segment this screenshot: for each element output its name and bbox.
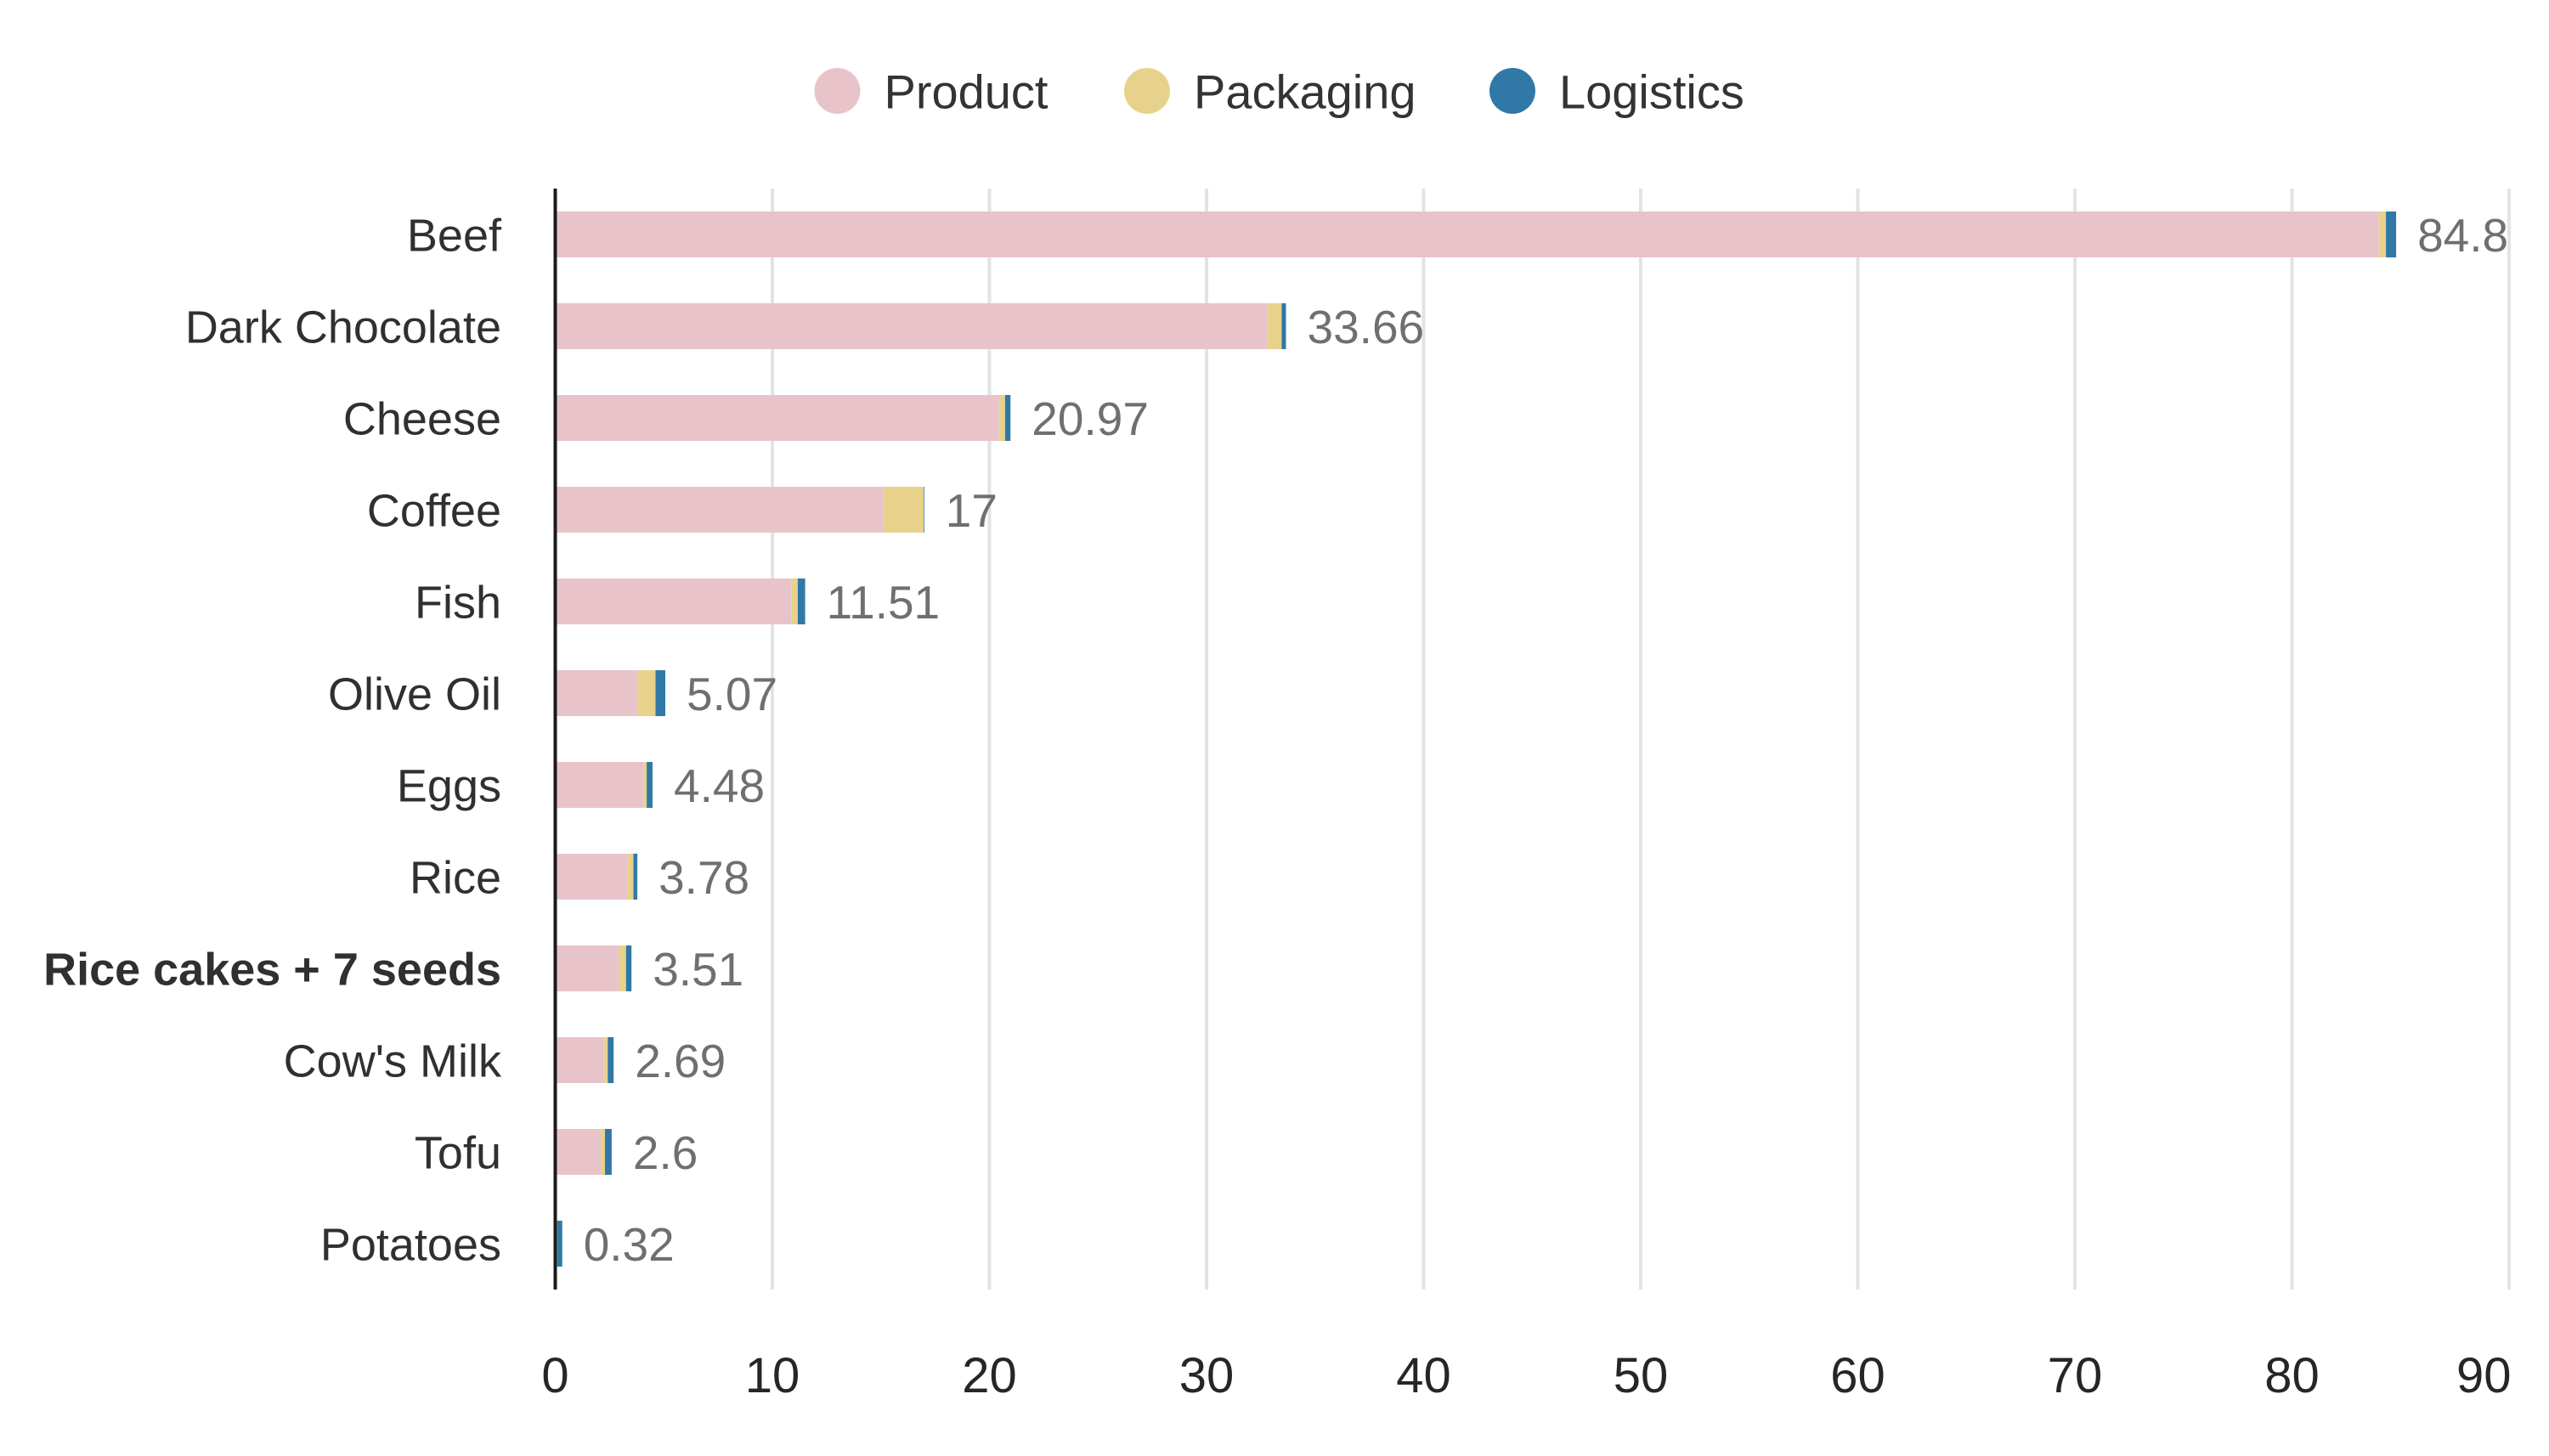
- svg-text:Coffee: Coffee: [367, 486, 501, 537]
- svg-text:Dark Chocolate: Dark Chocolate: [185, 302, 501, 353]
- svg-text:0: 0: [541, 1348, 568, 1403]
- svg-text:10: 10: [745, 1348, 800, 1403]
- svg-text:30: 30: [1179, 1348, 1235, 1403]
- svg-text:2.69: 2.69: [635, 1035, 726, 1087]
- svg-text:5.07: 5.07: [687, 668, 777, 720]
- svg-text:Rice cakes + 7 seeds: Rice cakes + 7 seeds: [43, 945, 501, 996]
- svg-text:Eggs: Eggs: [397, 761, 501, 812]
- svg-text:20: 20: [962, 1348, 1017, 1403]
- svg-text:11.51: 11.51: [827, 576, 941, 629]
- svg-text:Potatoes: Potatoes: [320, 1220, 501, 1271]
- svg-text:Fish: Fish: [415, 578, 501, 629]
- svg-text:3.51: 3.51: [653, 943, 743, 996]
- svg-text:Product: Product: [885, 65, 1048, 118]
- svg-text:20.97: 20.97: [1031, 392, 1149, 445]
- svg-text:Cow's Milk: Cow's Milk: [284, 1036, 502, 1087]
- svg-text:0.32: 0.32: [584, 1218, 675, 1271]
- svg-text:Cheese: Cheese: [343, 394, 501, 445]
- svg-text:90: 90: [2456, 1348, 2512, 1403]
- svg-text:Rice: Rice: [410, 853, 501, 904]
- svg-text:84.8: 84.8: [2417, 209, 2508, 262]
- svg-text:3.78: 3.78: [658, 851, 749, 904]
- svg-text:17: 17: [946, 484, 998, 537]
- svg-text:Tofu: Tofu: [415, 1128, 501, 1179]
- svg-text:2.6: 2.6: [633, 1126, 698, 1179]
- svg-text:33.66: 33.66: [1308, 301, 1425, 353]
- svg-text:80: 80: [2264, 1348, 2320, 1403]
- svg-text:Olive Oil: Olive Oil: [328, 669, 501, 720]
- svg-text:Logistics: Logistics: [1559, 65, 1744, 118]
- svg-text:40: 40: [1396, 1348, 1451, 1403]
- svg-text:50: 50: [1614, 1348, 1669, 1403]
- svg-text:Packaging: Packaging: [1194, 65, 1416, 118]
- svg-text:60: 60: [1830, 1348, 1885, 1403]
- svg-text:70: 70: [2048, 1348, 2103, 1403]
- svg-text:Beef: Beef: [407, 211, 502, 262]
- svg-text:4.48: 4.48: [674, 759, 765, 812]
